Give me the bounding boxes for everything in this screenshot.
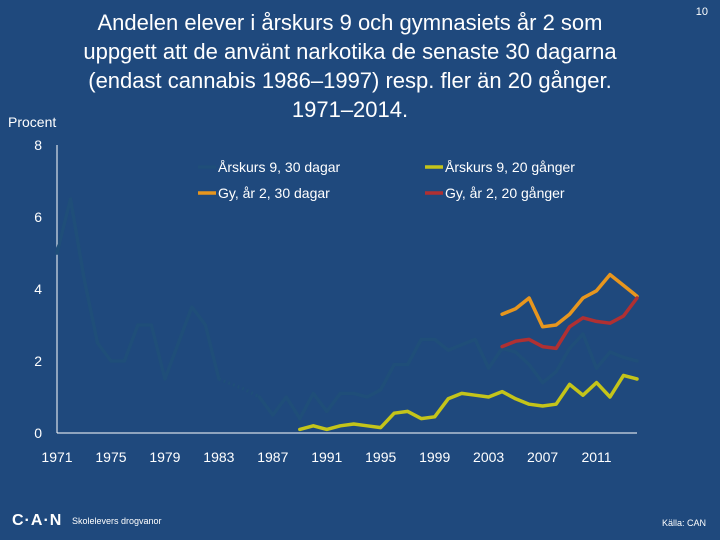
legend-label: Årskurs 9, 20 gånger xyxy=(445,159,575,175)
footer-subtitle: Skolelevers drogvanor xyxy=(72,516,162,526)
y-tick-label: 0 xyxy=(34,425,42,441)
chart-lines xyxy=(55,197,639,432)
x-tick-label: 1999 xyxy=(419,449,450,465)
series-line-2 xyxy=(298,373,639,432)
series-line-1 xyxy=(218,377,261,399)
title-line-3: (endast cannabis 1986–1997) resp. fler ä… xyxy=(88,68,612,93)
chart-legend: Årskurs 9, 30 dagar Årskurs 9, 20 gånger G… xyxy=(198,159,575,201)
x-tick-label: 2003 xyxy=(473,449,504,465)
can-logo: C·A·N xyxy=(12,512,63,529)
x-tick-label: 2007 xyxy=(527,449,558,465)
y-axis-label: Procent xyxy=(8,114,56,130)
x-tick-label: 1979 xyxy=(149,449,180,465)
chart-axes: 0 2 4 6 8 1971 1975 1979 1983 1987 1991 1995 1999 200… xyxy=(34,137,637,465)
x-tick-label: 1987 xyxy=(257,449,288,465)
series-line-3 xyxy=(500,272,639,329)
series-line-1 xyxy=(257,332,639,421)
title-line-2: uppgett att de använt narkotika de senas… xyxy=(83,39,617,64)
x-tick-label: 1971 xyxy=(41,449,72,465)
footer-source: Källa: CAN xyxy=(661,518,706,528)
x-tick-label: 1975 xyxy=(95,449,126,465)
y-tick-label: 8 xyxy=(34,137,42,153)
title-line-4: 1971–2014. xyxy=(291,97,409,122)
legend-label: Gy, år 2, 30 dagar xyxy=(218,185,330,201)
legend-label: Gy, år 2, 20 gånger xyxy=(445,185,565,201)
y-tick-label: 2 xyxy=(34,353,42,369)
legend-label: Årskurs 9, 30 dagar xyxy=(218,159,341,175)
series-line-1 xyxy=(55,197,221,381)
y-tick-label: 4 xyxy=(34,281,42,297)
y-tick-label: 6 xyxy=(34,209,42,225)
slide-number: 10 xyxy=(695,6,708,18)
x-tick-label: 1991 xyxy=(311,449,342,465)
x-tick-label: 2011 xyxy=(581,449,611,465)
chart-title: Andelen elever i årskurs 9 och gymnasiet… xyxy=(20,8,680,124)
title-line-1: Andelen elever i årskurs 9 och gymnasiet… xyxy=(97,10,603,35)
series-line-4 xyxy=(500,296,639,351)
x-tick-label: 1983 xyxy=(203,449,234,465)
x-tick-label: 1995 xyxy=(365,449,396,465)
